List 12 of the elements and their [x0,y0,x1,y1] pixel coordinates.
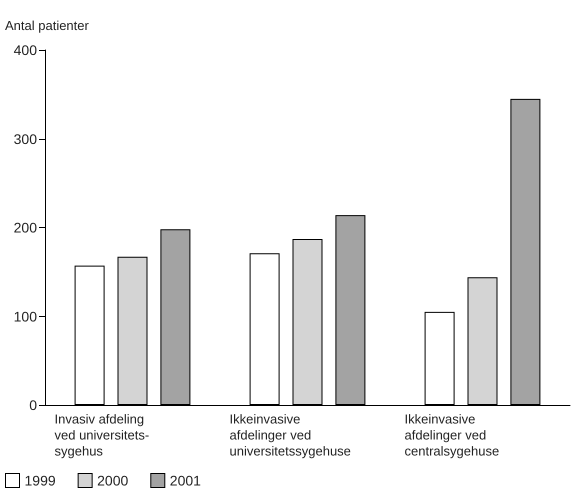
y-tick-label: 300 [14,130,38,147]
x-tick-label: Ikkeinvasive afdelinger ved universitetssygehuse [230,412,351,458]
legend-label: 2000 [97,472,129,488]
x-tick-label: Ikkeinvasive afdelinger ved centralsygehuse [404,412,500,458]
y-tick-label: 100 [14,308,38,324]
legend-label: 1999 [24,472,56,488]
legend-label: 2001 [170,472,202,488]
y-axis-title: Antal patienter [5,18,90,33]
y-tick-label: 400 [14,42,38,58]
y-tick-label: 0 [29,397,38,413]
x-tick-label: Invasiv afdeling ved universitets- sygehus [54,412,150,458]
y-tick-label: 200 [14,220,38,236]
